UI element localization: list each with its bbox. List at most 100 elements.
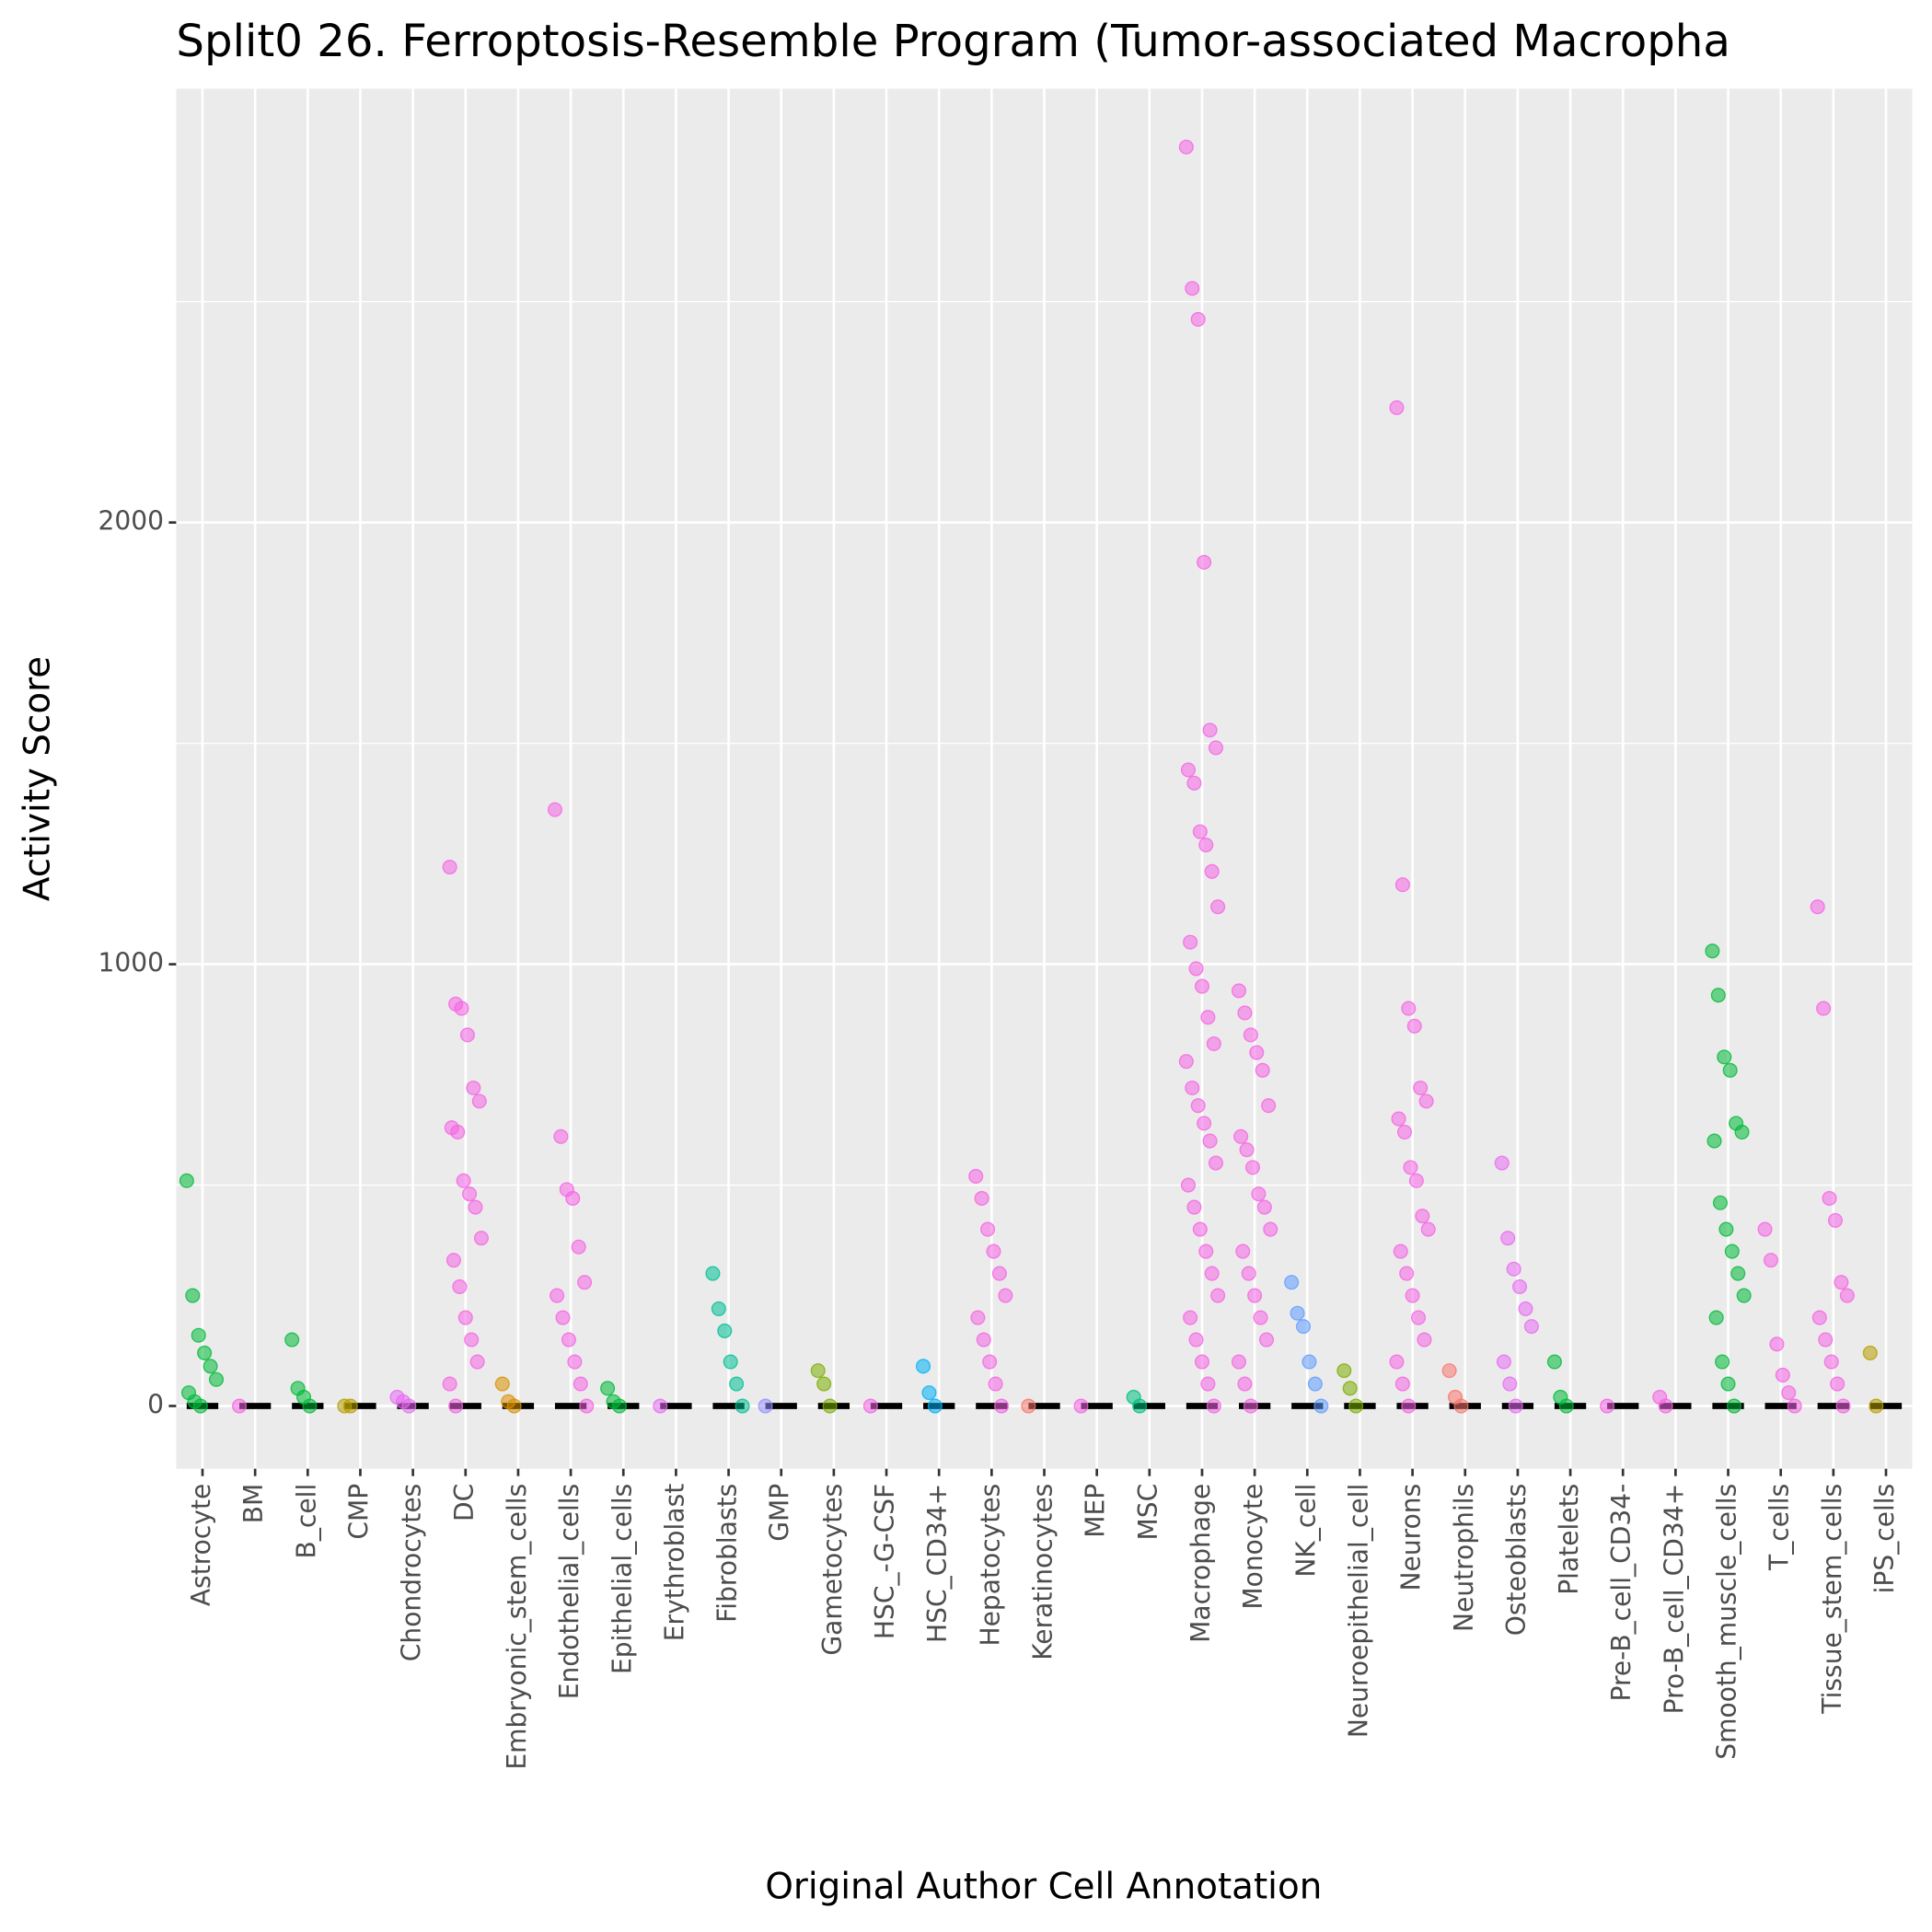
- point: [1862, 1345, 1878, 1360]
- point: [1178, 139, 1194, 155]
- point: [579, 1398, 595, 1414]
- point: [711, 1301, 726, 1316]
- point: [1769, 1336, 1785, 1352]
- point: [1705, 943, 1720, 959]
- point: [231, 1398, 248, 1414]
- point: [1839, 1288, 1855, 1303]
- point: [1818, 1332, 1834, 1348]
- x-tick-label: Astrocyte: [186, 1484, 216, 1606]
- x-tick-label: CMP: [343, 1484, 374, 1540]
- point: [1192, 824, 1208, 839]
- point: [468, 1199, 483, 1215]
- point: [1194, 978, 1210, 994]
- point: [1600, 1398, 1615, 1414]
- point: [1757, 1221, 1773, 1237]
- point: [723, 1354, 738, 1370]
- x-tick-label: BM: [238, 1484, 269, 1524]
- point: [452, 1278, 468, 1294]
- point: [1183, 1310, 1198, 1325]
- point: [1418, 1093, 1434, 1109]
- point: [192, 1398, 208, 1414]
- x-tick-label: B_cell: [291, 1484, 321, 1559]
- point: [1394, 1376, 1410, 1392]
- point: [1413, 1080, 1429, 1096]
- point: [735, 1398, 750, 1414]
- point: [1256, 1199, 1272, 1215]
- point: [1558, 1398, 1574, 1414]
- point: [1822, 1190, 1837, 1206]
- point: [1183, 934, 1198, 950]
- point: [968, 1168, 984, 1184]
- point: [1284, 1275, 1300, 1290]
- point: [1243, 1027, 1258, 1043]
- point: [1208, 740, 1224, 756]
- point: [1295, 1319, 1312, 1335]
- point: [1021, 1398, 1036, 1414]
- point: [1301, 1354, 1317, 1370]
- point: [1406, 1018, 1422, 1034]
- point: [1708, 1310, 1724, 1325]
- point: [1180, 1177, 1197, 1193]
- point: [1420, 1221, 1436, 1237]
- point: [717, 1323, 733, 1338]
- point: [1208, 1155, 1224, 1171]
- point: [1247, 1288, 1263, 1303]
- point: [469, 1354, 485, 1370]
- x-tick-label: Neurons: [1396, 1484, 1427, 1591]
- point: [1204, 863, 1220, 879]
- point: [1180, 762, 1197, 778]
- point: [284, 1332, 300, 1348]
- y-tick-label: 2000: [98, 506, 164, 537]
- x-tick-label: DC: [449, 1484, 480, 1521]
- point: [1258, 1332, 1275, 1348]
- point: [1241, 1266, 1256, 1281]
- point: [1389, 399, 1405, 415]
- x-tick-label: Fibroblasts: [712, 1484, 743, 1623]
- point: [600, 1381, 616, 1396]
- x-tick-label: Erythroblast: [659, 1484, 689, 1641]
- point: [1518, 1301, 1533, 1316]
- point: [1827, 1212, 1844, 1228]
- point: [462, 1186, 478, 1202]
- point: [1393, 1244, 1408, 1259]
- point: [1198, 1244, 1214, 1259]
- point: [1210, 899, 1226, 915]
- chart-title: Split0 26. Ferroptosis-Resemble Program …: [176, 16, 1730, 67]
- point: [1496, 1354, 1511, 1370]
- point: [1417, 1332, 1432, 1348]
- point: [448, 1398, 464, 1414]
- point: [994, 1398, 1010, 1414]
- point: [1192, 1221, 1208, 1237]
- y-tick-label: 0: [147, 1390, 164, 1420]
- point: [1494, 1155, 1510, 1171]
- point: [464, 1332, 480, 1348]
- point: [1811, 1310, 1827, 1325]
- point: [1255, 1062, 1270, 1078]
- point: [1239, 1142, 1255, 1158]
- point: [1202, 723, 1218, 738]
- point: [1186, 775, 1202, 791]
- point: [494, 1376, 510, 1392]
- point: [1506, 1261, 1521, 1277]
- point: [1724, 1244, 1740, 1259]
- x-tick-label: Neutrophils: [1449, 1484, 1479, 1632]
- point: [1823, 1354, 1839, 1370]
- point: [1403, 1160, 1418, 1175]
- point: [1391, 1111, 1406, 1127]
- point: [1710, 988, 1726, 1003]
- point: [1408, 1173, 1424, 1188]
- point: [998, 1288, 1013, 1303]
- point: [571, 1239, 586, 1255]
- point: [1394, 877, 1410, 893]
- point: [1508, 1398, 1523, 1414]
- y-tick-label: 1000: [98, 948, 164, 978]
- point: [921, 1385, 937, 1401]
- point: [611, 1398, 627, 1414]
- point: [1763, 1253, 1779, 1268]
- point: [442, 1376, 457, 1392]
- point: [1502, 1376, 1518, 1392]
- point: [454, 1001, 469, 1016]
- point: [506, 1398, 522, 1414]
- x-tick-label: Hepatocytes: [975, 1484, 1005, 1647]
